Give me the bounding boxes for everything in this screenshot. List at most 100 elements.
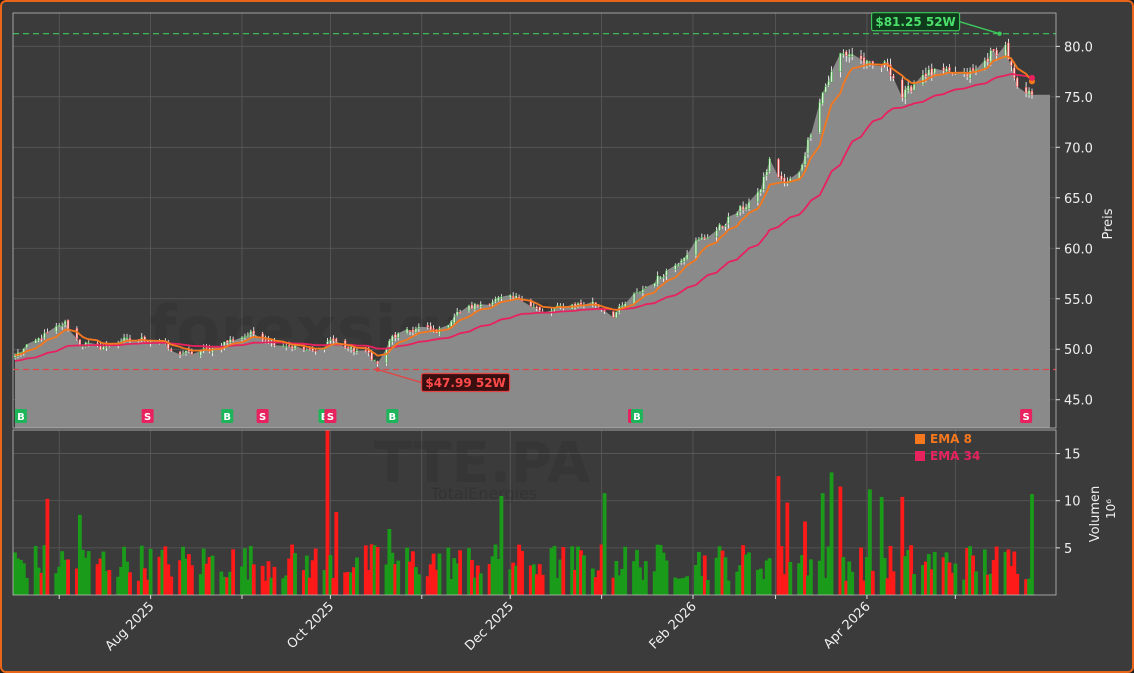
candle-body xyxy=(102,346,105,350)
candle-body xyxy=(992,49,995,51)
legend-ema8-label: EMA 8 xyxy=(930,432,972,446)
candle-body xyxy=(500,296,503,299)
volume-bar xyxy=(36,567,41,595)
volume-bar xyxy=(499,496,504,595)
volume-bar xyxy=(98,558,103,595)
candle-body xyxy=(907,85,910,92)
candle-body xyxy=(450,320,453,327)
volume-tick-label: 15 xyxy=(1064,448,1081,463)
candle-body xyxy=(491,301,494,305)
candle-body xyxy=(653,282,656,287)
candle-body xyxy=(199,350,202,357)
annotations: $81.25 52W$47.99 52WBSBSBSBSBS xyxy=(14,12,1033,423)
volume-bar xyxy=(248,545,253,595)
volume-bar xyxy=(210,555,215,595)
candle-body xyxy=(612,311,615,318)
candle-body xyxy=(579,302,583,305)
signal-label: B xyxy=(633,412,641,423)
signal-label: S xyxy=(327,412,334,423)
volume-bar xyxy=(396,560,401,595)
candle-body xyxy=(335,338,338,342)
volume-bar xyxy=(375,546,380,595)
candle-body xyxy=(995,49,998,56)
volume-bar xyxy=(411,551,415,595)
buy-signal: B xyxy=(630,409,643,423)
candle-body xyxy=(862,57,866,65)
volume-bar xyxy=(655,544,660,595)
candle-body xyxy=(58,324,61,327)
signal-label: S xyxy=(1023,412,1030,423)
volume-bar xyxy=(593,577,598,595)
candle-body xyxy=(61,325,64,327)
annotation-arrow xyxy=(959,21,1000,35)
volume-bar xyxy=(207,557,212,595)
volume-bar xyxy=(33,546,38,595)
candle-body xyxy=(632,293,636,306)
volume-bar xyxy=(623,546,628,595)
candle-body xyxy=(727,216,730,225)
volume-bar xyxy=(139,545,144,595)
candle-body xyxy=(724,225,727,227)
volume-bar xyxy=(862,580,866,595)
candle-body xyxy=(63,320,67,325)
volume-bar xyxy=(355,557,359,595)
ema8-line xyxy=(14,55,1033,357)
candle-body xyxy=(780,175,783,181)
volume-bar xyxy=(496,559,501,595)
volume-bar xyxy=(145,579,150,595)
candle-body xyxy=(659,276,662,279)
volume-bar xyxy=(537,564,542,595)
volume-bar xyxy=(437,553,442,595)
volume-bar xyxy=(219,571,224,595)
volume-bar xyxy=(664,560,669,595)
volume-bar xyxy=(817,560,822,595)
buy-signal: B xyxy=(386,409,399,423)
volume-bar xyxy=(63,559,68,595)
volume-bar xyxy=(77,514,82,595)
candle-body xyxy=(470,304,474,309)
x-tick-label: Oct 2025 xyxy=(284,599,337,652)
price-axis-label: Preis xyxy=(1101,208,1116,239)
volume-bar xyxy=(136,580,141,595)
candle-body xyxy=(880,65,883,68)
candle-body xyxy=(302,346,306,350)
volume-bar xyxy=(912,574,916,595)
candle-body xyxy=(1030,90,1034,95)
volume-bar xyxy=(325,430,330,595)
price-tick-label: 70.0 xyxy=(1064,141,1093,156)
volume-bar xyxy=(982,549,987,595)
candle-body xyxy=(892,75,895,79)
candle-body xyxy=(706,237,709,239)
candle-body xyxy=(55,326,58,332)
candle-body xyxy=(983,60,986,69)
volume-bar xyxy=(95,564,100,595)
annotation-label: $47.99 52W xyxy=(425,376,505,390)
volume-bar xyxy=(166,564,171,595)
volume-bar xyxy=(1006,549,1011,595)
signal-marker xyxy=(324,409,337,423)
candle-body xyxy=(924,73,928,77)
candle-body xyxy=(971,68,975,72)
volume-bar xyxy=(909,545,914,595)
candle-body xyxy=(839,52,842,72)
volume-bar xyxy=(478,573,483,595)
volume-bar xyxy=(18,559,23,595)
candle-body xyxy=(859,55,863,60)
volume-bar xyxy=(797,563,802,595)
volume-bar xyxy=(39,572,44,595)
volume-bar xyxy=(514,565,519,595)
volume-bar xyxy=(800,555,804,595)
candle-body xyxy=(851,53,854,57)
volume-bar xyxy=(570,546,575,595)
volume-bar xyxy=(387,529,392,595)
volume-bar xyxy=(431,553,436,595)
volume-bar xyxy=(458,550,463,595)
candle-body xyxy=(904,89,907,99)
volume-bar xyxy=(511,562,516,595)
volume-bar xyxy=(867,489,872,595)
volume-bar xyxy=(643,561,648,595)
volume-bar xyxy=(552,545,557,595)
candle-body xyxy=(927,69,930,76)
candle-body xyxy=(621,305,624,307)
candle-body xyxy=(1024,86,1028,94)
